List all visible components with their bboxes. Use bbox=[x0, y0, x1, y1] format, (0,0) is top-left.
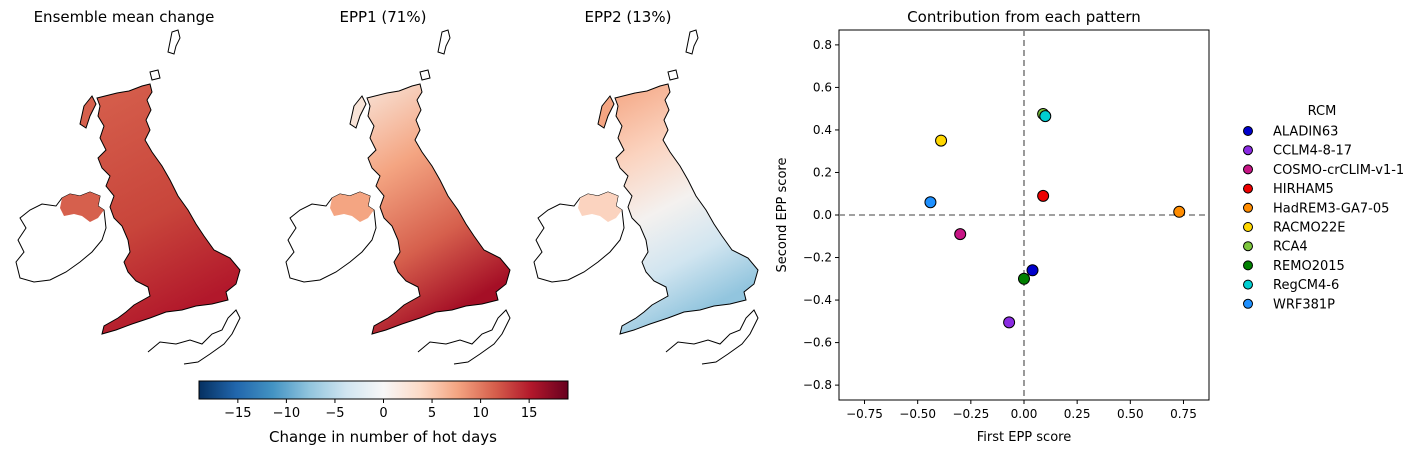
x-tick-label: −0.25 bbox=[952, 407, 989, 421]
scatter-points bbox=[924, 107, 1186, 329]
uk-map-mean bbox=[15, 29, 241, 365]
colorbar-tick-label: −5 bbox=[325, 406, 344, 421]
y-tick-label: −0.8 bbox=[803, 378, 832, 392]
y-tick-label: −0.2 bbox=[803, 251, 832, 265]
legend-label: REMO2015 bbox=[1273, 259, 1345, 274]
legend-items: ALADIN63 CCLM4-8-17 COSMO-crCLIM-v1-1 HIRHA… bbox=[1243, 125, 1404, 312]
x-tick-label: 0.00 bbox=[1011, 407, 1038, 421]
x-axis-ticks: −0.75 −0.50 −0.25 0.00 0.25 0.50 0.75 bbox=[846, 400, 1197, 421]
scatter-point bbox=[1018, 272, 1030, 285]
legend-marker bbox=[1243, 279, 1253, 290]
scatter-point bbox=[935, 134, 948, 147]
colorbar-gradient bbox=[198, 380, 569, 400]
legend-label: HIRHAM5 bbox=[1273, 182, 1334, 197]
legend-label: COSMO-crCLIM-v1-1 bbox=[1273, 163, 1404, 178]
colorbar-ticks: −15 −10 −5 0 5 10 15 bbox=[224, 399, 537, 421]
legend-label: HadREM3-GA7-05 bbox=[1273, 201, 1389, 216]
legend-label: RegCM4-6 bbox=[1273, 278, 1339, 293]
scatter-point bbox=[1026, 264, 1039, 277]
scatter-point bbox=[1037, 189, 1050, 202]
y-axis-ticks: 0.8 0.6 0.4 0.2 0.0 −0.2 −0.4 −0.6 −0.8 bbox=[803, 38, 839, 392]
map-title-epp1: EPP1 (71%) bbox=[340, 8, 427, 26]
legend-marker bbox=[1243, 183, 1253, 194]
colorbar-tick-label: 15 bbox=[521, 406, 538, 421]
reference-lines bbox=[839, 30, 1209, 400]
scatter-point bbox=[954, 228, 967, 241]
legend-marker bbox=[1243, 126, 1253, 136]
scatter-point bbox=[1003, 316, 1016, 329]
legend-marker bbox=[1243, 164, 1253, 175]
map-panel-epp2: EPP2 (13%) bbox=[533, 8, 759, 365]
chart-title: Contribution from each pattern bbox=[907, 8, 1141, 26]
legend-marker bbox=[1243, 202, 1253, 213]
y-axis-label: Second EPP score bbox=[775, 158, 790, 273]
scatter-point bbox=[924, 196, 937, 209]
colorbar-tick-label: −10 bbox=[273, 406, 300, 421]
scatter-point bbox=[1039, 110, 1052, 123]
uk-map-epp1 bbox=[285, 29, 511, 365]
legend-label: WRF381P bbox=[1273, 297, 1335, 312]
y-tick-label: 0.2 bbox=[813, 165, 832, 179]
x-tick-label: 0.25 bbox=[1064, 407, 1091, 421]
map-panel-epp1: EPP1 (71%) bbox=[285, 8, 511, 365]
colorbar-label: Change in number of hot days bbox=[269, 428, 497, 446]
legend-label: CCLM4-8-17 bbox=[1273, 144, 1352, 159]
scatter-chart: Contribution from each pattern −0.75 −0.5… bbox=[775, 8, 1210, 445]
legend-label: ALADIN63 bbox=[1273, 125, 1338, 140]
map-panels: Ensemble mean change EPP1 (71%) bbox=[15, 8, 759, 365]
uk-map-epp2 bbox=[533, 29, 759, 365]
map-title-mean: Ensemble mean change bbox=[34, 8, 215, 26]
x-tick-label: 0.75 bbox=[1170, 407, 1197, 421]
colorbar-tick-label: 10 bbox=[472, 406, 489, 421]
y-tick-label: −0.6 bbox=[803, 336, 832, 350]
x-tick-label: −0.75 bbox=[846, 407, 883, 421]
y-tick-label: 0.4 bbox=[813, 123, 832, 137]
legend-marker bbox=[1243, 145, 1253, 156]
legend-label: RCA4 bbox=[1273, 240, 1308, 255]
x-tick-label: −0.50 bbox=[899, 407, 936, 421]
colorbar-tick-label: −15 bbox=[224, 406, 251, 421]
y-tick-label: 0.8 bbox=[813, 38, 832, 52]
legend: RCM ALADIN63 CCLM4-8-17 COSMO-crCLIM-v1-1 H… bbox=[1243, 104, 1404, 312]
x-tick-label: 0.50 bbox=[1117, 407, 1144, 421]
scatter-point bbox=[1173, 205, 1186, 218]
colorbar-tick-label: 0 bbox=[379, 406, 387, 421]
colorbar-tick-label: 5 bbox=[428, 406, 436, 421]
y-tick-label: −0.4 bbox=[803, 293, 832, 307]
legend-marker bbox=[1243, 222, 1253, 232]
legend-title: RCM bbox=[1308, 104, 1337, 119]
legend-label: RACMO22E bbox=[1273, 221, 1345, 236]
y-tick-label: 0.6 bbox=[813, 80, 832, 94]
y-tick-label: 0.0 bbox=[813, 208, 832, 222]
map-title-epp2: EPP2 (13%) bbox=[585, 8, 672, 26]
legend-marker bbox=[1243, 260, 1253, 271]
colorbar: −15 −10 −5 0 5 10 15 Change in number of hot d… bbox=[198, 380, 569, 446]
legend-marker bbox=[1243, 298, 1253, 309]
x-axis-label: First EPP score bbox=[977, 430, 1071, 445]
legend-marker bbox=[1243, 241, 1253, 252]
map-panel-mean: Ensemble mean change bbox=[15, 8, 241, 365]
